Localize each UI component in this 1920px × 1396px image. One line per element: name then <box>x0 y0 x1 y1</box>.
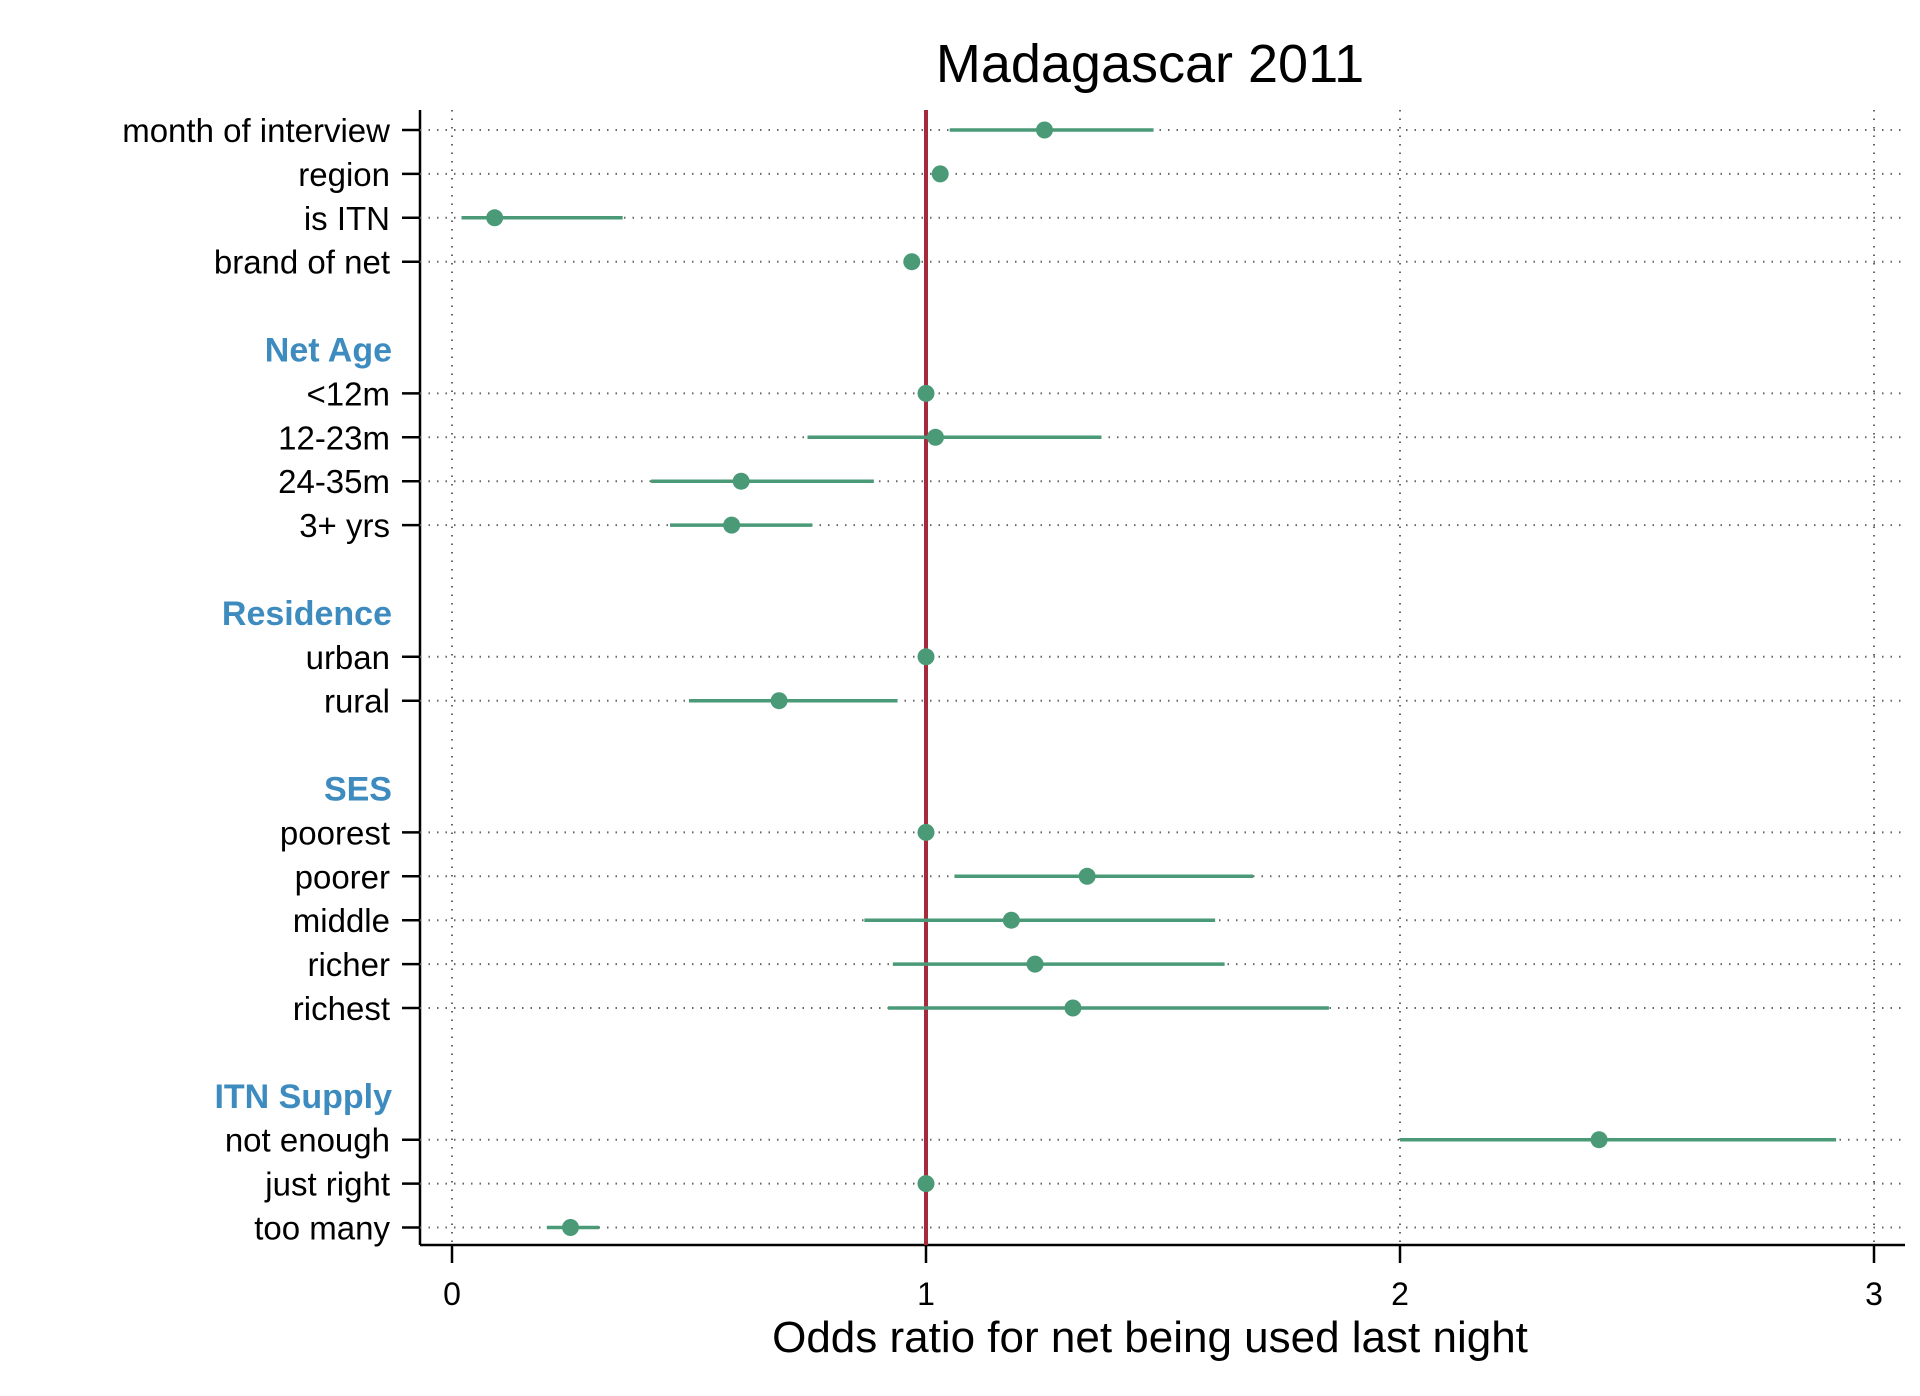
point-estimate <box>917 1175 935 1193</box>
x-tick-label: 1 <box>917 1276 935 1312</box>
point-estimate <box>931 165 949 183</box>
row-label: poorest <box>280 814 390 851</box>
row-label: not enough <box>225 1122 390 1159</box>
row-label: urban <box>306 639 390 676</box>
x-axis-label: Odds ratio for net being used last night <box>772 1313 1528 1362</box>
row-label: just right <box>264 1166 390 1203</box>
group-label: Net Age <box>265 332 392 370</box>
point-estimate <box>1590 1131 1608 1149</box>
point-estimate <box>917 648 935 666</box>
row-label: poorer <box>295 858 390 895</box>
point-estimate <box>917 384 935 402</box>
point-estimate <box>1064 999 1082 1017</box>
x-tick-label: 0 <box>443 1276 461 1312</box>
row-label: richest <box>293 990 390 1027</box>
point-estimate <box>1078 867 1096 885</box>
row-label: month of interview <box>122 112 390 149</box>
group-label: ITN Supply <box>214 1078 392 1116</box>
row-label: <12m <box>307 375 390 412</box>
x-tick-label: 2 <box>1391 1276 1409 1312</box>
row-label: richer <box>307 946 390 983</box>
chart-title: Madagascar 2011 <box>936 34 1364 94</box>
row-label: is ITN <box>304 200 390 237</box>
row-label: middle <box>293 902 390 939</box>
point-estimate <box>1036 121 1053 139</box>
group-label: SES <box>324 771 392 809</box>
point-estimate <box>562 1219 579 1236</box>
row-label: brand of net <box>214 244 390 281</box>
point-estimate <box>1002 911 1020 929</box>
point-estimate <box>903 253 921 271</box>
point-estimate <box>723 516 741 534</box>
plot-area: 0 1 2 3 month of interview region is ITN brand … <box>122 110 1905 1312</box>
row-label: 3+ yrs <box>299 507 390 544</box>
x-tick-label: 3 <box>1865 1276 1883 1312</box>
point-estimate <box>486 209 504 227</box>
row-label: 24-35m <box>278 463 390 500</box>
row-label: 12-23m <box>278 419 390 456</box>
point-estimate <box>770 692 788 710</box>
point-estimate <box>1026 955 1044 973</box>
row-label: region <box>298 156 390 193</box>
point-estimate <box>732 472 750 490</box>
group-label: Residence <box>222 595 392 633</box>
row-label: too many <box>254 1210 390 1247</box>
point-estimate <box>926 428 944 446</box>
point-estimate <box>917 823 935 841</box>
row-label: rural <box>324 683 390 720</box>
